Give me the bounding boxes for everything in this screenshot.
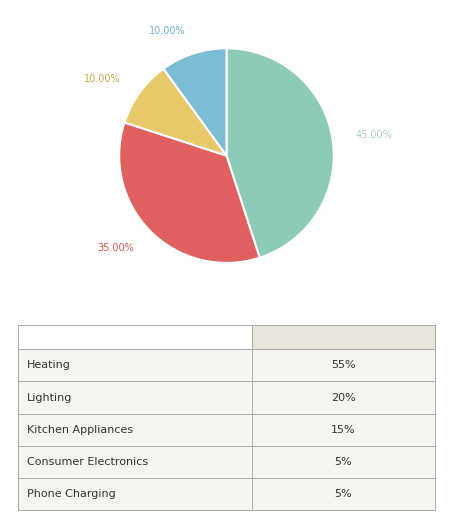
Text: Lighting: Lighting (27, 393, 72, 402)
Text: 10.00%: 10.00% (84, 74, 120, 83)
Wedge shape (125, 69, 226, 156)
Bar (18, 478, 251, 510)
Bar (18, 349, 251, 381)
Wedge shape (119, 122, 260, 263)
Text: 5%: 5% (334, 489, 352, 499)
Bar (251, 414, 435, 446)
Bar (251, 381, 435, 414)
Bar (18, 414, 251, 446)
Text: 5%: 5% (334, 457, 352, 467)
Wedge shape (164, 48, 226, 156)
Bar (251, 478, 435, 510)
Text: Consumer Electronics: Consumer Electronics (27, 457, 148, 467)
Text: 20%: 20% (331, 393, 356, 402)
Text: 35.00%: 35.00% (97, 243, 134, 253)
Text: Heating: Heating (27, 360, 71, 370)
Bar (251, 325, 435, 349)
Text: 55%: 55% (331, 360, 356, 370)
Text: Phone Charging: Phone Charging (27, 489, 116, 499)
Bar (18, 325, 251, 349)
Bar (18, 381, 251, 414)
Text: Kitchen Appliances: Kitchen Appliances (27, 424, 133, 435)
Text: 15%: 15% (331, 424, 356, 435)
Text: 10.00%: 10.00% (149, 26, 186, 36)
Bar (251, 446, 435, 478)
Wedge shape (226, 48, 334, 258)
Legend: Coal, Gas, Wind, Solar: Coal, Gas, Wind, Solar (125, 323, 328, 346)
Text: 45.00%: 45.00% (356, 130, 393, 140)
Bar (251, 349, 435, 381)
Bar (18, 446, 251, 478)
